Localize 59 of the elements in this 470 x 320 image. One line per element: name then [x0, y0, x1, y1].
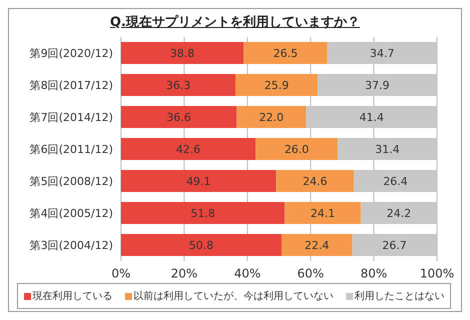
bar — [121, 106, 237, 128]
data-label: 50.8 — [189, 238, 214, 252]
y-tick-label: 第5回(2008/12) — [30, 174, 113, 188]
data-label: 24.1 — [310, 206, 336, 220]
data-label: 36.6 — [166, 110, 192, 124]
y-tick-label: 第9回(2020/12) — [30, 46, 113, 60]
bar — [256, 138, 338, 160]
data-label: 26.7 — [382, 238, 407, 252]
data-label: 31.4 — [375, 142, 400, 156]
x-tick-label: 40% — [234, 266, 261, 281]
x-tick-label: 60% — [297, 266, 324, 281]
x-tick-label: 0% — [111, 266, 131, 281]
chart-title: Q.現在サプリメントを利用していますか？ — [109, 14, 361, 31]
y-tick-label: 第4回(2005/12) — [30, 206, 113, 220]
data-label: 24.2 — [386, 206, 412, 220]
data-label: 36.3 — [166, 78, 191, 92]
data-label: 42.6 — [176, 142, 201, 156]
bar — [121, 138, 256, 160]
bar — [284, 202, 361, 224]
x-tick-label: 20% — [170, 266, 198, 281]
data-label: 51.8 — [190, 206, 216, 220]
bar — [276, 170, 354, 192]
data-label: 26.0 — [284, 142, 309, 156]
data-label: 49.1 — [186, 174, 211, 188]
bar — [236, 106, 306, 128]
bar — [121, 42, 244, 64]
x-tick-label: 80% — [360, 266, 388, 281]
data-label: 37.9 — [365, 78, 390, 92]
legend-label: 以前は利用していたが、今は利用していない — [134, 290, 334, 303]
bar — [360, 202, 437, 224]
legend-label: 利用したことはない — [354, 290, 444, 303]
bar — [121, 74, 236, 96]
data-label: 26.5 — [273, 46, 298, 60]
data-label: 24.6 — [302, 174, 328, 188]
x-tick-label: 100% — [420, 266, 454, 281]
legend-label: 現在利用している — [32, 290, 112, 303]
y-tick-label: 第8回(2017/12) — [30, 78, 113, 92]
data-label: 41.4 — [359, 110, 384, 124]
y-tick-label: 第6回(2011/12) — [30, 142, 113, 156]
bar — [318, 74, 437, 96]
data-label: 38.8 — [170, 46, 195, 60]
data-label: 34.7 — [370, 46, 394, 60]
data-label: 25.9 — [264, 78, 289, 92]
data-label: 22.0 — [259, 110, 284, 124]
bar — [306, 106, 437, 128]
y-tick-label: 第7回(2014/12) — [30, 110, 113, 124]
bar — [282, 234, 352, 256]
bar — [121, 202, 285, 224]
bar — [244, 42, 328, 64]
bar — [352, 234, 437, 256]
bar — [236, 74, 318, 96]
bar — [327, 42, 437, 64]
bar — [121, 170, 276, 192]
bar — [354, 170, 437, 192]
bar — [121, 234, 282, 256]
y-tick-label: 第3回(2004/12) — [30, 238, 113, 252]
data-label: 26.4 — [383, 174, 408, 188]
bar — [338, 138, 437, 160]
data-label: 22.4 — [304, 238, 330, 252]
